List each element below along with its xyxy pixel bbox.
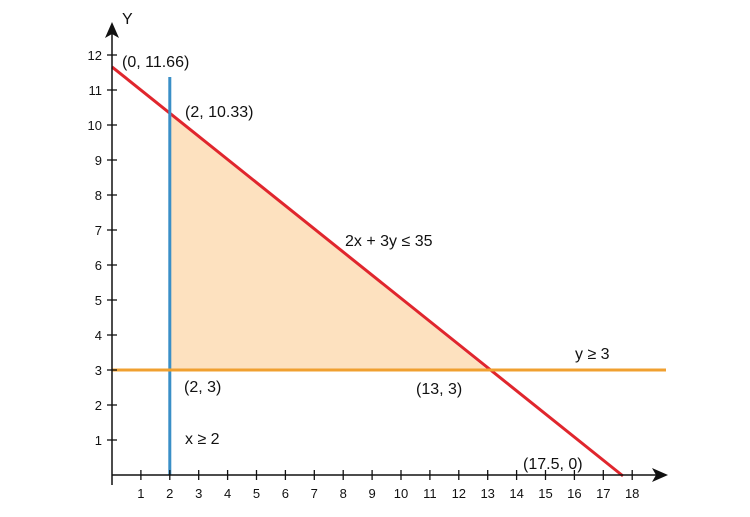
y-axis-title: Y	[122, 11, 133, 28]
x-tick-label: 16	[567, 486, 581, 501]
x-tick-label: 13	[480, 486, 494, 501]
x-tick-label: 18	[625, 486, 639, 501]
x-tick-label: 9	[368, 486, 375, 501]
y-tick-label: 2	[95, 398, 102, 413]
label-point-17.5-0: (17.5, 0)	[523, 456, 583, 473]
x-tick-label: 14	[509, 486, 523, 501]
x-axis-arrow	[652, 468, 668, 482]
y-tick-label: 6	[95, 258, 102, 273]
constraint-line-2x-3y	[111, 65, 624, 478]
x-tick-label: 10	[394, 486, 408, 501]
label-constraint-2x-3y: 2x + 3y ≤ 35	[345, 233, 433, 250]
y-tick-label: 7	[95, 223, 102, 238]
x-tick-label: 1	[137, 486, 144, 501]
axis-layer: Y	[105, 11, 668, 485]
x-tick-label: 2	[166, 486, 173, 501]
x-tick-label: 5	[253, 486, 260, 501]
x-tick-label: 15	[538, 486, 552, 501]
label-point-0-11.66: (0, 11.66)	[122, 54, 189, 71]
x-tick-label: 11	[423, 486, 437, 501]
label-point-13-3: (13, 3)	[416, 381, 462, 398]
x-tick-label: 6	[282, 486, 289, 501]
label-point-2-3: (2, 3)	[184, 379, 221, 396]
series-layer	[111, 65, 666, 478]
x-tick-label: 7	[311, 486, 318, 501]
y-tick-label: 8	[95, 188, 102, 203]
y-tick-label: 12	[88, 48, 102, 63]
annotation-layer: (0, 11.66) (2, 10.33) 2x + 3y ≤ 35 y ≥ 3 (2,…	[122, 54, 610, 473]
label-constraint-x-ge-2: x ≥ 2	[185, 431, 220, 448]
ticks-layer: 1 2 3 4 5 6 7 8 9 10 11 12 13 14 15 16 17 181234567891011…	[88, 48, 640, 501]
y-tick-label: 10	[88, 118, 102, 133]
y-tick-label: 11	[89, 83, 103, 98]
label-constraint-y-ge-3: y ≥ 3	[575, 346, 610, 363]
x-tick-label: 8	[340, 486, 347, 501]
y-tick-label: 4	[95, 328, 102, 343]
x-tick-label: 3	[195, 486, 202, 501]
y-tick-label: 9	[95, 153, 102, 168]
x-tick-label: 12	[452, 486, 466, 501]
y-tick-label: 5	[95, 293, 102, 308]
x-tick-label: 4	[224, 486, 231, 501]
label-point-2-10.33: (2, 10.33)	[185, 104, 253, 121]
y-tick-label: 1	[95, 433, 102, 448]
y-tick-label: 3	[95, 363, 102, 378]
y-axis-arrow	[105, 22, 119, 38]
x-tick-label: 17	[596, 486, 610, 501]
